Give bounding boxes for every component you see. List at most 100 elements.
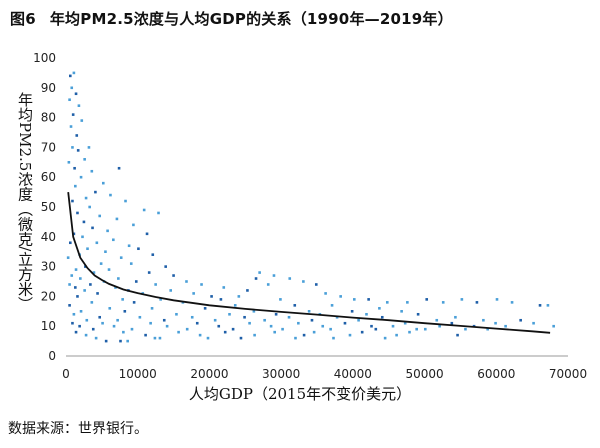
y-tick-label: 90 [41, 81, 56, 95]
data-point [79, 277, 82, 280]
data-point [76, 211, 79, 215]
data-point [482, 318, 485, 322]
data-point [546, 304, 550, 307]
data-point [145, 232, 149, 236]
data-point [68, 283, 71, 286]
data-point [210, 295, 213, 298]
data-point [73, 166, 76, 170]
data-point [385, 301, 389, 304]
data-point [159, 298, 162, 301]
data-point [310, 318, 314, 322]
data-point [374, 327, 378, 331]
data-point [400, 310, 403, 313]
y-tick-label: 30 [41, 260, 56, 274]
x-tick-label: 10000 [119, 367, 157, 381]
data-point [408, 330, 411, 334]
data-point [510, 301, 514, 304]
data-point [312, 330, 316, 334]
data-point [150, 307, 154, 310]
data-point [217, 324, 221, 328]
data-point [321, 324, 325, 328]
x-tick-label: 20000 [190, 367, 228, 381]
data-point [504, 324, 507, 328]
data-point [272, 274, 276, 277]
figure-title-text: 年均PM2.5浓度与人均GDP的关系（1990年—2019年） [49, 10, 453, 28]
data-point [112, 324, 116, 328]
data-point [69, 74, 72, 78]
data-point [76, 295, 79, 298]
data-point [96, 292, 99, 295]
trend-line [67, 191, 551, 334]
data-point [222, 286, 226, 289]
data-point [112, 238, 115, 242]
data-point [495, 298, 499, 301]
data-point [185, 327, 189, 331]
data-point [74, 184, 77, 188]
data-point [84, 333, 88, 337]
data-point [116, 318, 119, 322]
data-point [360, 330, 364, 334]
data-point [248, 321, 251, 325]
data-point [339, 295, 342, 298]
data-point [80, 119, 84, 122]
data-point [124, 199, 127, 203]
data-point [403, 321, 407, 325]
data-points [66, 71, 555, 343]
data-point [123, 310, 127, 313]
data-point [108, 307, 112, 310]
data-point [84, 265, 87, 268]
data-point [269, 324, 273, 328]
data-point [332, 336, 335, 340]
data-point [138, 315, 142, 319]
data-point [293, 304, 297, 307]
data-point [314, 283, 318, 286]
data-point [435, 318, 439, 322]
data-point [195, 321, 199, 325]
data-point [137, 247, 140, 251]
data-point [162, 318, 166, 322]
data-point [109, 193, 112, 197]
data-point [198, 333, 202, 337]
data-point [243, 315, 246, 319]
data-point [297, 321, 300, 325]
data-point [367, 298, 370, 301]
data-point [129, 262, 133, 265]
data-point [83, 289, 86, 292]
data-point [71, 199, 74, 203]
data-point [153, 336, 157, 340]
data-point [84, 196, 88, 200]
data-point [266, 283, 270, 286]
data-point [416, 312, 420, 316]
y-tick-label: 0 [48, 349, 56, 363]
data-point [307, 310, 311, 313]
data-point [357, 318, 360, 322]
data-point [281, 327, 284, 331]
data-point [343, 321, 347, 325]
data-point [79, 310, 83, 313]
data-point [130, 327, 134, 331]
data-point [71, 146, 74, 149]
data-point [79, 175, 83, 179]
data-point [519, 318, 522, 322]
data-point [114, 286, 117, 289]
data-point [287, 315, 291, 319]
data-point [438, 324, 441, 328]
x-tick-label: 30000 [262, 367, 300, 381]
data-point [200, 283, 203, 286]
data-point [144, 333, 147, 337]
data-point [486, 327, 489, 331]
data-point [94, 190, 97, 194]
data-point [253, 333, 256, 337]
x-tick-label: 50000 [405, 367, 443, 381]
data-point [95, 241, 99, 245]
data-point [101, 181, 105, 185]
data-point [464, 327, 467, 331]
data-point [475, 301, 479, 304]
data-point [532, 321, 535, 325]
y-tick-label: 100 [33, 51, 56, 65]
data-point [279, 298, 282, 301]
y-tick-label: 80 [41, 111, 56, 125]
x-tick-label: 60000 [477, 367, 515, 381]
data-point [177, 330, 180, 334]
data-point [172, 274, 175, 277]
